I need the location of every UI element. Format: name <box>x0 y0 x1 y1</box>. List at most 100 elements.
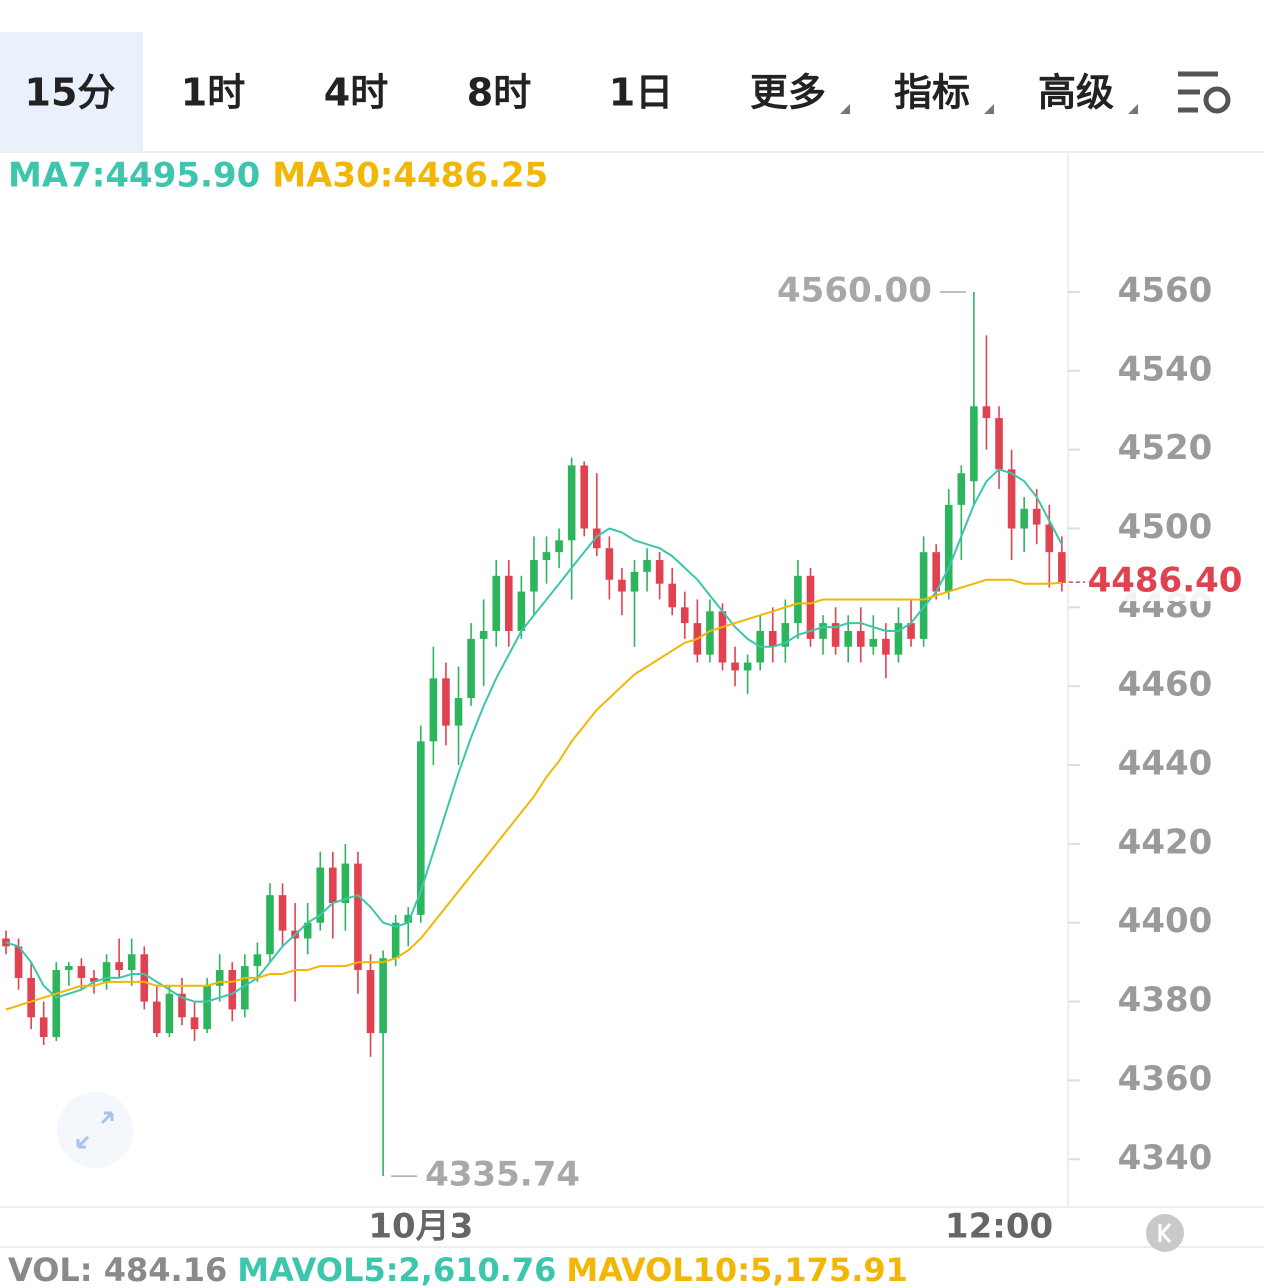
x-tick-label: 12:00 <box>945 1207 1053 1247</box>
candle-body <box>417 741 425 915</box>
candle-body <box>844 630 852 647</box>
candle-body <box>52 970 61 1038</box>
y-tick-label: 4340 <box>1118 1138 1213 1178</box>
legend-entry: MA7:4495.90 <box>8 156 260 196</box>
candle-body <box>127 954 136 971</box>
candle-body <box>467 638 475 699</box>
y-tick-label: 4500 <box>1118 507 1213 547</box>
candle-body <box>1020 508 1028 529</box>
candle-body <box>580 465 589 529</box>
y-tick-label: 4380 <box>1118 980 1213 1020</box>
candle-body <box>794 575 802 624</box>
candle-body <box>329 867 337 904</box>
candle-body <box>303 922 312 939</box>
ma-line <box>5 578 1062 1011</box>
candle-body <box>492 575 501 631</box>
candle-body <box>316 867 325 923</box>
candle-body <box>995 418 1003 470</box>
candle-body <box>266 895 274 955</box>
candle-body <box>605 548 614 580</box>
candle-body <box>65 966 73 971</box>
candle-body <box>706 611 714 655</box>
last-price-label: 4486.40 <box>1088 561 1243 601</box>
volume-indicator: VOL: 484.16 <box>8 1251 227 1288</box>
candle-body <box>505 575 513 631</box>
min-label: 4335.74 <box>425 1155 580 1195</box>
expand-button[interactable] <box>57 1092 133 1168</box>
tab[interactable]: 8时 <box>467 71 531 115</box>
candle-body <box>215 970 224 986</box>
candle-body <box>668 583 677 608</box>
candle-body <box>869 638 878 647</box>
candle-body <box>228 970 237 1010</box>
candle-body <box>190 1017 199 1030</box>
y-tick-label: 4520 <box>1118 428 1213 468</box>
candle-body <box>454 698 463 726</box>
candle-body <box>1032 508 1041 525</box>
candle-body <box>592 528 601 549</box>
volume-indicator: MAVOL10:5,175.91 <box>566 1251 907 1288</box>
candle-body <box>919 552 928 639</box>
last-price-box <box>1085 561 1250 602</box>
settings-icon[interactable] <box>1178 71 1231 114</box>
candle-body <box>982 406 991 419</box>
candle-body <box>102 962 111 982</box>
candle-body <box>957 473 966 505</box>
tab[interactable]: 指标 <box>894 71 970 115</box>
candle-body <box>718 611 727 663</box>
candle-body <box>768 630 777 647</box>
legend-entry: MA30:4486.25 <box>272 156 548 196</box>
candle-body <box>555 540 563 553</box>
tab[interactable]: 1时 <box>181 71 245 115</box>
dropdown-caret <box>840 104 850 114</box>
candle-body <box>731 662 739 671</box>
tab[interactable]: 更多 <box>750 71 826 115</box>
max-label: 4560.00 <box>777 270 932 310</box>
candle-body <box>907 623 915 639</box>
y-tick-label: 4400 <box>1118 901 1213 941</box>
candle-body <box>680 607 689 624</box>
candle-body <box>970 406 978 482</box>
active-tab-bg <box>0 32 143 152</box>
candle-body <box>542 552 551 561</box>
candle-body <box>153 1001 161 1034</box>
x-tick-label: 10月3 <box>368 1207 473 1247</box>
candle-body <box>379 958 387 1034</box>
candle-body <box>442 678 450 726</box>
candle-body <box>643 560 651 572</box>
candle-body <box>77 966 86 978</box>
candle-body <box>391 922 400 959</box>
tab[interactable]: 1日 <box>609 71 673 115</box>
candle-body <box>165 993 174 1034</box>
scroll-end-button[interactable] <box>1146 1214 1184 1252</box>
candle-body <box>932 552 940 592</box>
candle-body <box>882 638 890 655</box>
candle-body <box>819 623 827 639</box>
candle-body <box>1058 552 1066 583</box>
y-tick-label: 4460 <box>1118 665 1213 705</box>
candle-body <box>140 954 149 1002</box>
candle-body <box>618 579 626 592</box>
candle-body <box>517 591 526 631</box>
candle-body <box>203 985 211 1030</box>
tab[interactable]: 高级 <box>1038 71 1114 115</box>
candle-body <box>831 623 840 647</box>
candle-body <box>567 465 576 541</box>
candle-body <box>630 571 639 592</box>
y-tick-label: 4360 <box>1118 1059 1213 1099</box>
candle-body <box>1045 524 1054 553</box>
y-tick-label: 4420 <box>1118 822 1213 862</box>
candle-body <box>781 623 790 647</box>
candle-body <box>404 914 413 923</box>
candle-body <box>90 977 98 982</box>
y-tick-label: 4440 <box>1118 744 1213 784</box>
tab[interactable]: 4时 <box>324 71 388 115</box>
candle-body <box>366 970 375 1034</box>
candle-body <box>856 630 865 647</box>
candle-body <box>944 504 953 592</box>
candle-body <box>743 662 752 671</box>
tab[interactable]: 15分 <box>25 71 116 115</box>
candle-body <box>341 863 350 904</box>
volume-indicator: MAVOL5:2,610.76 <box>237 1251 556 1288</box>
